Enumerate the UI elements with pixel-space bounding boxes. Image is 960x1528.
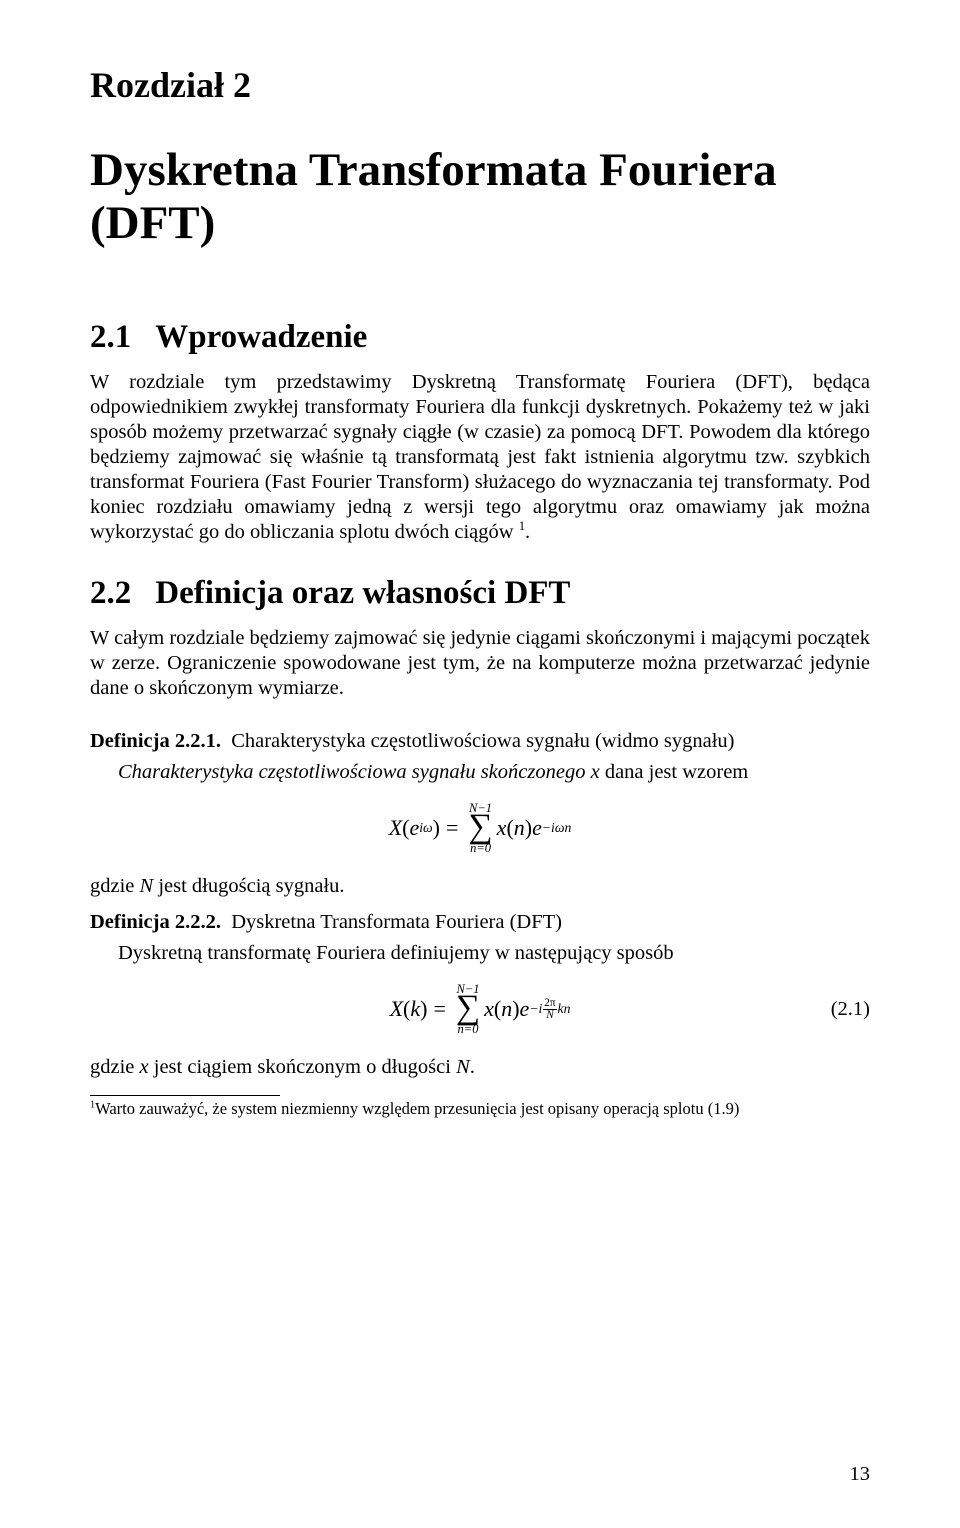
- eq2-exp-tail: kn: [558, 1000, 571, 1015]
- eq2-frac-den: N: [545, 1010, 554, 1021]
- d2-gdzie-post: .: [470, 1056, 475, 1078]
- eq2-e: e: [520, 996, 530, 1022]
- eq2-exp: −i2πNkn: [529, 998, 570, 1021]
- equation-widmo: X(eiω) = N−1 ∑ n=0 x(n)e−iωn: [90, 795, 870, 861]
- eq1-X: X: [389, 815, 402, 841]
- eq1-n: n: [514, 815, 525, 841]
- page-number: 13: [850, 1463, 871, 1486]
- d1-gdzie-pre: gdzie: [90, 875, 140, 897]
- footnote-rule: [90, 1095, 280, 1096]
- d2-gdzie-mid: jest ciągiem skończonym o długości: [149, 1056, 456, 1078]
- section-2-1-title: Wprowadzenie: [155, 319, 367, 355]
- d2-gdzie-x: x: [140, 1056, 149, 1078]
- d1-gdzie-post: jest długością sygnału.: [153, 875, 344, 897]
- eq2-exp-lead: −i: [529, 1000, 542, 1015]
- eq2-sum: N−1 ∑ n=0: [456, 983, 480, 1036]
- section-2-1-body-text: W rozdziale tym przedstawimy Dyskretną T…: [90, 371, 870, 543]
- definition-2-2-1-line2-post: dana jest wzorem: [600, 761, 749, 783]
- d2-gdzie-pre: gdzie: [90, 1056, 140, 1078]
- definition-2-2-1-title: Charakterystyka częstotliwościowa sygnał…: [231, 730, 734, 752]
- definition-2-2-2: Definicja 2.2.2. Dyskretna Transformata …: [90, 910, 870, 935]
- definition-2-2-1-gdzie: gdzie N jest długością sygnału.: [90, 875, 870, 898]
- chapter-title: Dyskretna Transformata Fouriera (DFT): [90, 144, 870, 249]
- eq2-frac-num: 2π: [543, 998, 556, 1010]
- eq2-exp-frac: 2πN: [543, 998, 556, 1021]
- eq1-sum: N−1 ∑ n=0: [468, 802, 492, 855]
- definition-2-2-1: Definicja 2.2.1. Charakterystyka częstot…: [90, 729, 870, 754]
- eq1-e-rhs: e: [532, 815, 542, 841]
- eq1-x: x: [497, 815, 507, 841]
- definition-2-2-1-label: Definicja 2.2.1.: [90, 730, 221, 752]
- eq2-x: x: [484, 996, 494, 1022]
- eq2-sum-lower: n=0: [458, 1023, 479, 1036]
- section-2-2-number: 2.2: [90, 575, 131, 612]
- section-2-1-heading: 2.1 Wprowadzenie: [90, 319, 870, 356]
- chapter-label: Rozdział 2: [90, 64, 870, 106]
- equation-dft: X(k) = N−1 ∑ n=0 x(n)e−i2πNkn (2.1): [90, 976, 870, 1042]
- section-2-1-body: W rozdziale tym przedstawimy Dyskretną T…: [90, 370, 870, 545]
- eq2-k: k: [410, 996, 420, 1022]
- eq1-sum-lower: n=0: [470, 842, 491, 855]
- definition-2-2-1-line2: Charakterystyka częstotliwościowa sygnał…: [90, 760, 870, 785]
- definition-2-2-2-gdzie: gdzie x jest ciągiem skończonym o długoś…: [90, 1056, 870, 1079]
- d1-gdzie-N: N: [140, 875, 154, 897]
- equation-dft-number: (2.1): [831, 998, 870, 1021]
- eq2-X: X: [390, 996, 403, 1022]
- eq2-n: n: [501, 996, 512, 1022]
- section-2-2-title: Definicja oraz własności DFT: [155, 575, 570, 611]
- definition-2-2-2-label: Definicja 2.2.2.: [90, 911, 221, 933]
- definition-2-2-2-line2: Dyskretną transformatę Fouriera definiuj…: [90, 941, 870, 966]
- section-2-2-heading: 2.2 Definicja oraz własności DFT: [90, 575, 870, 612]
- definition-2-2-1-line2-pre: Charakterystyka częstotliwościowa sygnał…: [118, 761, 591, 783]
- definition-2-2-2-title: Dyskretna Transformata Fouriera (DFT): [231, 911, 562, 933]
- footnote-1-text: Warto zauważyć, że system niezmienny wzg…: [95, 1099, 739, 1118]
- eq1-e-lhs: e: [410, 815, 420, 841]
- footnote-1: 1Warto zauważyć, że system niezmienny wz…: [90, 1099, 870, 1120]
- section-2-1-body-tail: .: [525, 521, 530, 543]
- d2-gdzie-N: N: [456, 1056, 470, 1078]
- definition-2-2-1-var-x: x: [591, 761, 600, 783]
- section-2-1-number: 2.1: [90, 319, 131, 356]
- section-2-2-body: W całym rozdziale będziemy zajmować się …: [90, 626, 870, 701]
